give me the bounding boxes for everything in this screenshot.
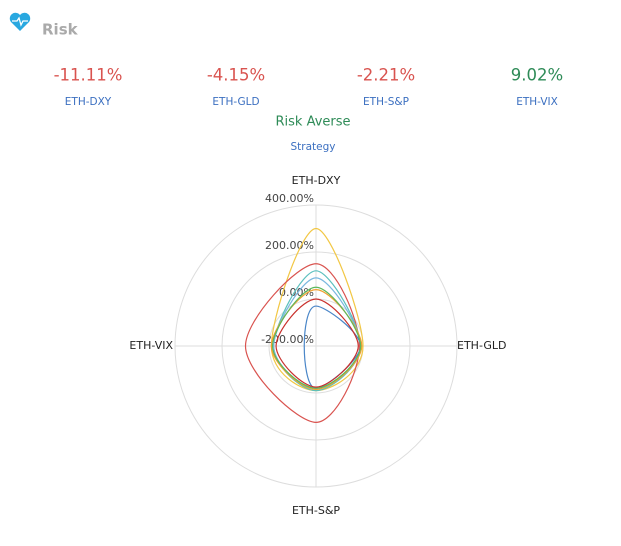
stat-value: -2.21% [357, 66, 415, 85]
stat-label: ETH-DXY [65, 96, 112, 108]
radial-tick-label: 200.00% [265, 239, 314, 252]
stat-value: -11.11% [54, 66, 123, 85]
radar-line [271, 286, 362, 389]
radial-tick-label: 0.00% [279, 286, 314, 299]
axis-label: ETH-GLD [457, 339, 506, 352]
radial-tick-label: 400.00% [265, 192, 314, 205]
radar-line [275, 298, 359, 388]
stat-label: ETH-S&P [363, 96, 409, 108]
pulse-icon [12, 16, 28, 27]
stat-value: -4.15% [207, 66, 265, 85]
title: Risk [42, 21, 79, 39]
strategy-value: Risk Averse [275, 115, 350, 130]
stat-label: ETH-GLD [212, 96, 259, 108]
axis-label: ETH-S&P [292, 504, 340, 517]
radar-line [244, 263, 361, 423]
stat-label: ETH-VIX [516, 96, 558, 108]
stat-value: 9.02% [511, 66, 563, 85]
radar-line [273, 270, 362, 392]
axis-label: ETH-DXY [292, 174, 341, 187]
axis-label: ETH-VIX [129, 339, 173, 352]
radial-tick-label: -200.00% [261, 333, 314, 346]
strategy-label: Strategy [291, 141, 336, 153]
radar-chart: -200.00% 0.00% 200.00% 400.00% ETH-DXY ETH-GL… [129, 174, 506, 517]
